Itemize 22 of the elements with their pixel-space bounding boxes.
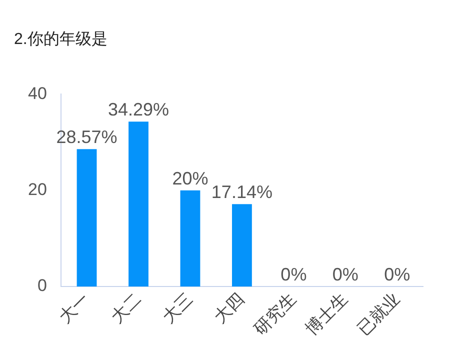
y-tick-label: 20 xyxy=(28,180,47,200)
bar xyxy=(128,122,148,287)
data-label: 0% xyxy=(280,264,307,284)
data-label: 0% xyxy=(332,264,358,284)
x-tick-label: 已就业 xyxy=(354,289,404,339)
data-label: 0% xyxy=(384,264,410,284)
data-label: 20% xyxy=(172,168,208,188)
x-tick-label: 大三 xyxy=(158,289,196,327)
y-tick-label: 40 xyxy=(28,84,47,103)
bar xyxy=(76,149,97,287)
bar xyxy=(180,190,200,287)
chart-title: 2.你的年级是 xyxy=(14,31,108,48)
bar xyxy=(232,204,252,287)
x-tick-label: 大二 xyxy=(107,289,145,327)
data-label: 17.14% xyxy=(211,182,272,202)
x-tick-label: 博士生 xyxy=(302,289,352,339)
x-tick-label: 研究生 xyxy=(250,289,300,339)
y-tick-label: 0 xyxy=(37,276,47,296)
x-tick-label: 大一 xyxy=(55,289,93,327)
data-label: 34.29% xyxy=(108,100,170,120)
x-tick-label: 大四 xyxy=(210,289,248,327)
data-label: 28.57% xyxy=(56,127,118,148)
